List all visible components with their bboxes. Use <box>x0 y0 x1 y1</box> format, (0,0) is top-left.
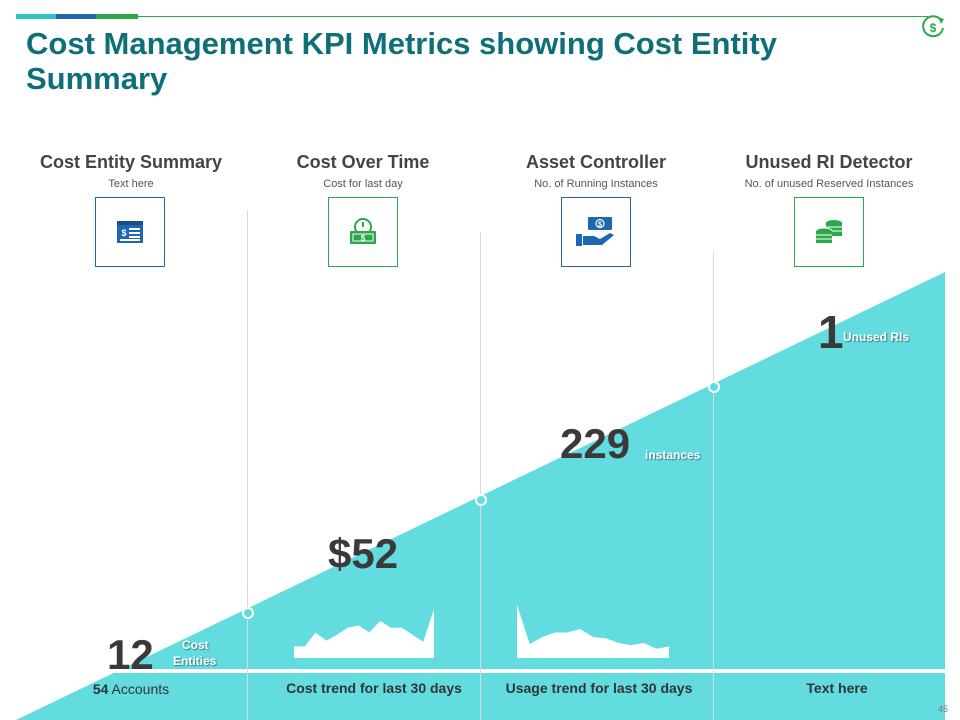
usage-trend-footer: Usage trend for last 30 days <box>505 680 693 696</box>
instances-value: 229 <box>560 420 631 467</box>
cost-value: $52 <box>328 530 399 577</box>
column-subtitle: Cost for last day <box>323 178 403 190</box>
instances-unit: instances <box>645 448 701 462</box>
column-title-asset-controller: Asset Controller <box>525 152 667 172</box>
document-dollar-icon: $ <box>117 221 143 243</box>
cost-entities-value: 12 <box>107 631 154 678</box>
cost-entities-unit-line1: Cost <box>182 638 209 652</box>
dollar-cycle-icon: $ <box>920 14 946 40</box>
column-divider <box>480 232 481 720</box>
usage-trend-area <box>517 604 669 658</box>
accounts-footer: 54 Accounts <box>15 681 247 697</box>
icon-box-cost-over-time: $ <box>328 197 398 267</box>
unused-ri-value: 1 <box>818 306 844 358</box>
cost-trend-area <box>294 609 434 658</box>
coin-stack-icon <box>815 220 842 243</box>
money-clock-icon: $ <box>350 218 376 244</box>
slope-marker <box>242 607 254 619</box>
icon-box-unused-ri <box>794 197 864 267</box>
svg-text:$: $ <box>598 222 602 229</box>
svg-text:$: $ <box>930 21 937 35</box>
page-number: 45 <box>938 704 949 714</box>
slope-marker <box>475 494 487 506</box>
column-subtitle: No. of unused Reserved Instances <box>744 178 914 190</box>
column-divider <box>247 210 248 720</box>
column-subtitle: Text here <box>108 178 154 190</box>
accounts-count: 54 <box>92 681 109 697</box>
hand-money-icon: $ <box>576 217 614 246</box>
cost-entities-unit-line2: Entities <box>173 654 217 668</box>
icon-box-asset-controller: $ <box>561 197 631 267</box>
cost-trend-footer: Cost trend for last 30 days <box>286 680 462 696</box>
svg-text:$: $ <box>121 228 126 238</box>
usage-trend-sparkline <box>517 604 669 658</box>
text-here-footer: Text here <box>806 680 868 696</box>
column-subtitle: No. of Running Instances <box>534 178 658 190</box>
column-title-unused-ri-detector: Unused RI Detector <box>745 152 913 172</box>
unused-ri-unit: Unused RIs <box>843 330 910 344</box>
column-divider <box>713 252 714 720</box>
cost-trend-sparkline <box>294 609 434 658</box>
page-title: Cost Management KPI Metrics showing Cost… <box>26 26 777 96</box>
column-title-cost-over-time: Cost Over Time <box>296 152 430 172</box>
accounts-label: Accounts <box>111 681 170 697</box>
column-title-cost-entity-summary: Cost Entity Summary <box>39 152 223 172</box>
icon-box-cost-entity: $ <box>95 197 165 267</box>
svg-text:$: $ <box>361 234 366 243</box>
slope-marker <box>708 381 720 393</box>
